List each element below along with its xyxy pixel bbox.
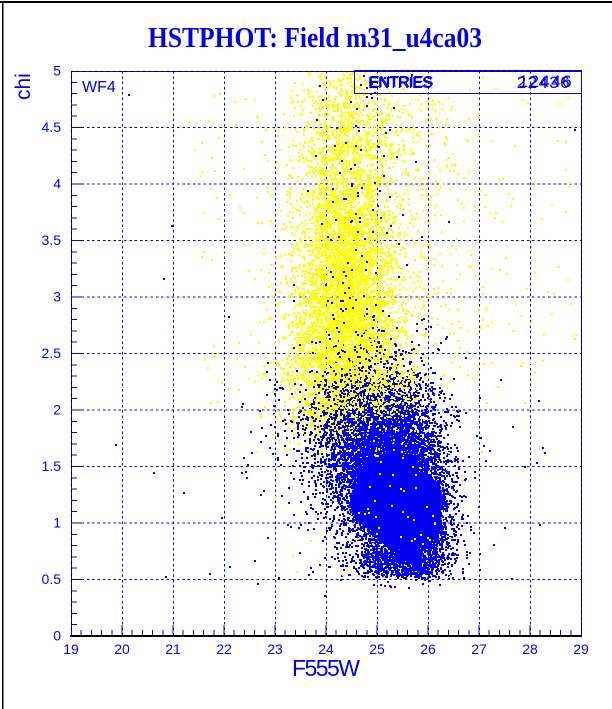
svg-text:2.5: 2.5 — [42, 345, 62, 361]
svg-text:chi: chi — [12, 73, 35, 100]
svg-text:22436: 22436 — [517, 73, 571, 92]
svg-text:23: 23 — [267, 641, 283, 657]
svg-text:F555W: F555W — [292, 655, 360, 681]
svg-text:26: 26 — [420, 641, 436, 657]
svg-text:21: 21 — [165, 641, 181, 657]
svg-text:0: 0 — [53, 628, 61, 644]
svg-text:27: 27 — [471, 641, 487, 657]
svg-text:4: 4 — [53, 176, 61, 192]
svg-text:WF4: WF4 — [82, 79, 116, 96]
svg-text:1: 1 — [53, 515, 61, 531]
svg-text:ENTRIES: ENTRIES — [368, 75, 432, 92]
svg-text:0.5: 0.5 — [42, 571, 62, 587]
svg-text:1.5: 1.5 — [42, 458, 62, 474]
svg-text:29: 29 — [573, 641, 589, 657]
svg-text:3.5: 3.5 — [42, 232, 62, 248]
svg-text:25: 25 — [369, 641, 385, 657]
svg-text:3: 3 — [53, 289, 61, 305]
svg-text:22: 22 — [216, 641, 232, 657]
svg-text:28: 28 — [522, 641, 538, 657]
svg-text:12446: 12446 — [519, 72, 573, 91]
svg-text:4.5: 4.5 — [42, 119, 62, 135]
svg-text:20: 20 — [114, 641, 130, 657]
svg-text:HSTPHOT: Field m31_u4ca03: HSTPHOT: Field m31_u4ca03 — [148, 23, 482, 54]
svg-text:2: 2 — [53, 402, 61, 418]
svg-text:5: 5 — [53, 63, 61, 79]
svg-text:19: 19 — [63, 641, 79, 657]
svg-text:ENTRIES: ENTRIES — [369, 74, 433, 91]
svg-text:24: 24 — [318, 641, 334, 657]
